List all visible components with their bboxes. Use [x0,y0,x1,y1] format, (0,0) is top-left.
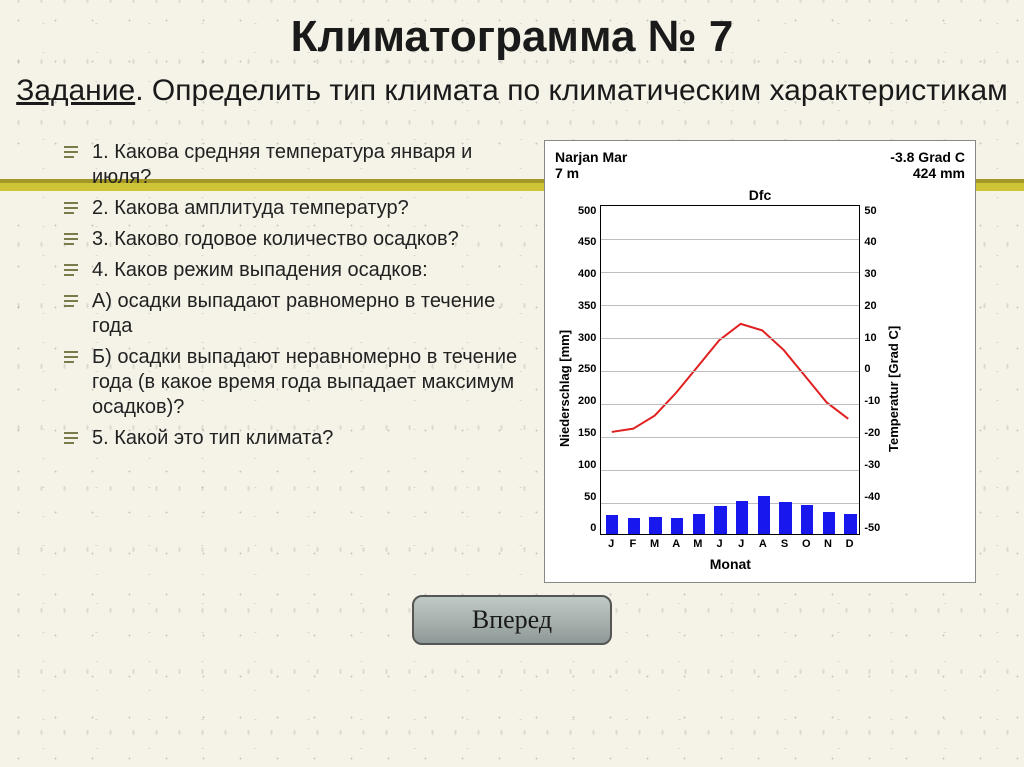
precip-bar [736,501,749,534]
precip-bar [606,515,619,533]
precip-bar [693,514,706,534]
question-item: 5. Какой это тип климата? [64,426,528,451]
koppen-code: Dfc [555,187,965,203]
precip-bar [649,517,662,534]
subtitle-rest: . Определить тип климата по климатически… [135,74,1008,107]
precip-bar [628,518,641,534]
precip-bar [758,496,771,534]
question-item: 3. Каково годовое количество осадков? [64,227,528,252]
x-axis-label: Monat [600,556,860,572]
precip-bar [779,502,792,534]
question-item: 1. Какова средняя температура января и и… [64,140,528,190]
precip-bar [714,506,727,534]
y-left-ticks: 500450400350300250200150100500 [576,205,598,535]
page-title: Климатограмма № 7 [0,0,1024,62]
station-name: Narjan Mar [555,149,627,165]
subtitle-label: Задание [16,74,135,107]
precip-bar [801,505,814,533]
y-left-axis-label: Niederschlag [mm] [555,205,574,572]
temperature-line [601,206,859,533]
precip-bar [844,514,857,534]
question-item: 2. Какова амплитуда температур? [64,196,528,221]
question-item: 4. Каков режим выпадения осадков: [64,258,528,283]
climograph-card: Narjan Mar 7 m -3.8 Grad C 424 mm Dfc Ni… [544,140,976,583]
question-list: 1. Какова средняя температура января и и… [64,140,528,457]
task-subtitle: Задание. Определить тип климата по клима… [0,72,1024,110]
station-elevation: 7 m [555,165,627,181]
forward-button[interactable]: Вперед [412,595,612,645]
y-right-axis-label: Temperatur [Grad C] [884,205,903,572]
question-item: А) осадки выпадают равномерно в течение … [64,289,528,339]
y-right-ticks: 50403020100-10-20-30-40-50 [862,205,882,535]
mean-temperature: -3.8 Grad C [890,149,965,165]
question-item: Б) осадки выпадают неравномерно в течени… [64,345,528,420]
precip-bar [671,518,684,534]
plot-area [600,205,860,535]
annual-precip: 424 mm [890,165,965,181]
precip-bar [823,512,836,534]
x-ticks: JFMAMJJASOND [600,538,860,550]
